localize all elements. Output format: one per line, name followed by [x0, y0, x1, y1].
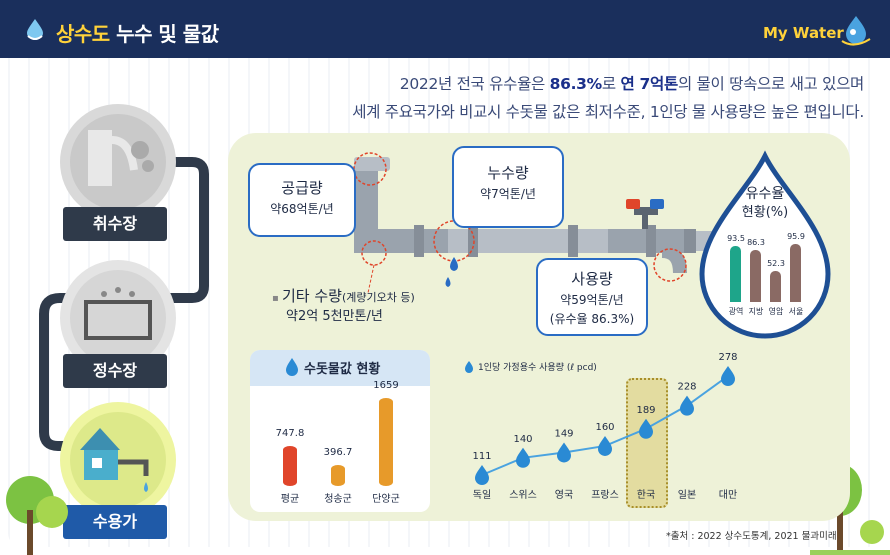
price-category-label: 청송군: [324, 494, 352, 505]
price-bar-0: [283, 446, 297, 486]
usage-point-2: [557, 442, 571, 463]
price-value-label: 396.7: [323, 446, 353, 458]
header-bar: 상수도 누수 및 물값 My Water: [0, 0, 890, 58]
usage-category-label: 일본: [678, 489, 696, 501]
usage-value-label: 149: [554, 428, 573, 439]
price-card-header: [250, 350, 430, 386]
usage-point-1: [516, 447, 530, 468]
water-drop-icon: [27, 19, 43, 40]
usage-point-4: [639, 418, 653, 439]
revenue-category-label: 지방: [748, 307, 764, 316]
price-category-label: 평균: [280, 494, 300, 505]
usage-value-label: 278: [718, 352, 737, 363]
process-flow: [39, 104, 209, 518]
usage-drop-icon: [465, 361, 473, 373]
stage-consumer-label: 수용가: [63, 505, 167, 539]
usage-callout: 사용량 약59억톤/년 (유수율 86.3%): [536, 258, 648, 336]
leak-callout: 누수량 약7억톤/년: [452, 146, 564, 228]
source-note: *출처 : 2022 상수도통계, 2021 물과미래: [666, 531, 837, 542]
usage-category-label: 한국: [637, 489, 655, 501]
price-category-label: 단양군: [372, 494, 400, 505]
price-bar-2: [379, 398, 393, 486]
usage-value-label: 111: [472, 451, 491, 462]
price-drop-icon: [286, 358, 298, 376]
revenue-value-label: 95.9: [787, 232, 805, 242]
intro-text: 2022년 전국 유수율은 86.3%로 연 7억톤의 물이 땅속으로 새고 있…: [352, 75, 864, 121]
usage-value-label: 140: [513, 434, 532, 445]
price-card-title: 수돗물값 현황: [304, 362, 381, 377]
revenue-value-label: 93.5: [727, 233, 745, 243]
price-value-label: 747.8: [275, 428, 305, 440]
page-title: 상수도 누수 및 물값: [56, 22, 219, 46]
price-bar-1: [331, 464, 345, 486]
usage-category-label: 프랑스: [591, 489, 619, 501]
usage-line-chart: 111 독일 140 스위스 149 영국 160 프랑스 189 한국 228 일본 278 대만: [472, 352, 737, 501]
revenue-title-line2: 현황(%): [741, 205, 789, 220]
revenue-bar-0: [730, 245, 741, 302]
revenue-bar-2: [770, 270, 781, 302]
usage-chart-title: 1인당 가정용수 사용량 (ℓ pcd): [478, 363, 597, 373]
revenue-category-label: 영암: [768, 307, 784, 316]
usage-value-label: 228: [677, 382, 696, 393]
revenue-rate-chart: [699, 150, 831, 339]
revenue-category-label: 서울: [788, 307, 804, 316]
revenue-value-label: 86.3: [747, 238, 765, 248]
revenue-value-label: 52.3: [767, 258, 785, 268]
usage-category-label: 대만: [719, 489, 737, 501]
usage-point-0: [475, 465, 489, 485]
other-amount-value: 약2억 5천만톤/년: [286, 309, 383, 324]
usage-value-label: 160: [595, 422, 614, 433]
korea-highlight-box: [626, 378, 668, 508]
usage-point-6: [721, 366, 735, 386]
revenue-bar-1: [750, 250, 761, 302]
tree-left-icon: [6, 476, 68, 555]
usage-category-label: 독일: [473, 489, 491, 501]
brand-drop-icon: [841, 16, 871, 46]
brand-logo-text: My Water: [763, 24, 844, 42]
stage-intake-label: 취수장: [63, 207, 167, 241]
price-value-label: 1659: [373, 380, 399, 391]
revenue-bar-3: [790, 244, 801, 302]
usage-point-5: [680, 395, 694, 416]
revenue-title-line1: 유수율: [745, 186, 785, 202]
other-amount-title: ▪ 기타 수량(계량기오차 등): [272, 287, 415, 305]
supply-callout: 공급량 약68억톤/년: [248, 163, 356, 237]
usage-category-label: 영국: [555, 489, 573, 501]
usage-value-label: 189: [636, 405, 655, 416]
usage-category-label: 스위스: [509, 488, 537, 501]
usage-point-3: [598, 435, 612, 456]
stage-purification-label: 정수장: [63, 354, 167, 388]
revenue-category-label: 광역: [728, 307, 744, 316]
